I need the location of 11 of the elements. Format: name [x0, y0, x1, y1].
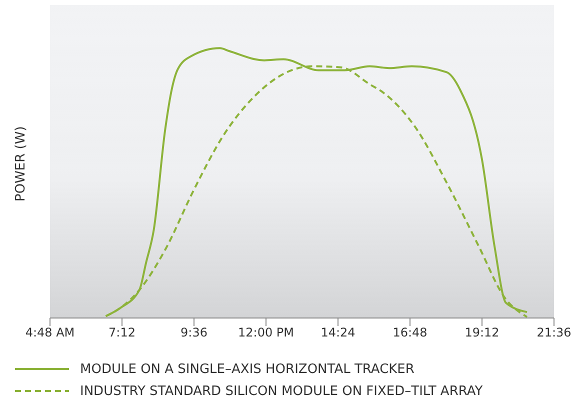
y-axis-title: POWER (W) [14, 126, 29, 202]
x-tick-label: 14:24 [320, 326, 356, 340]
legend-label: MODULE ON A SINGLE–AXIS HORIZONTAL TRACKER [80, 362, 414, 376]
x-tick-label: 7:12 [108, 326, 136, 340]
legend-label: INDUSTRY STANDARD SILICON MODULE ON FIXED–TILT ARRAY [80, 384, 483, 398]
x-tick-label: 16:48 [392, 326, 428, 340]
x-tick-label: 4:48 AM [25, 326, 75, 340]
x-tick-label: 12:00 PM [238, 326, 294, 340]
x-tick-label: 21:36 [536, 326, 572, 340]
x-tick-label: 9:36 [180, 326, 208, 340]
x-tick-label: 19:12 [464, 326, 500, 340]
